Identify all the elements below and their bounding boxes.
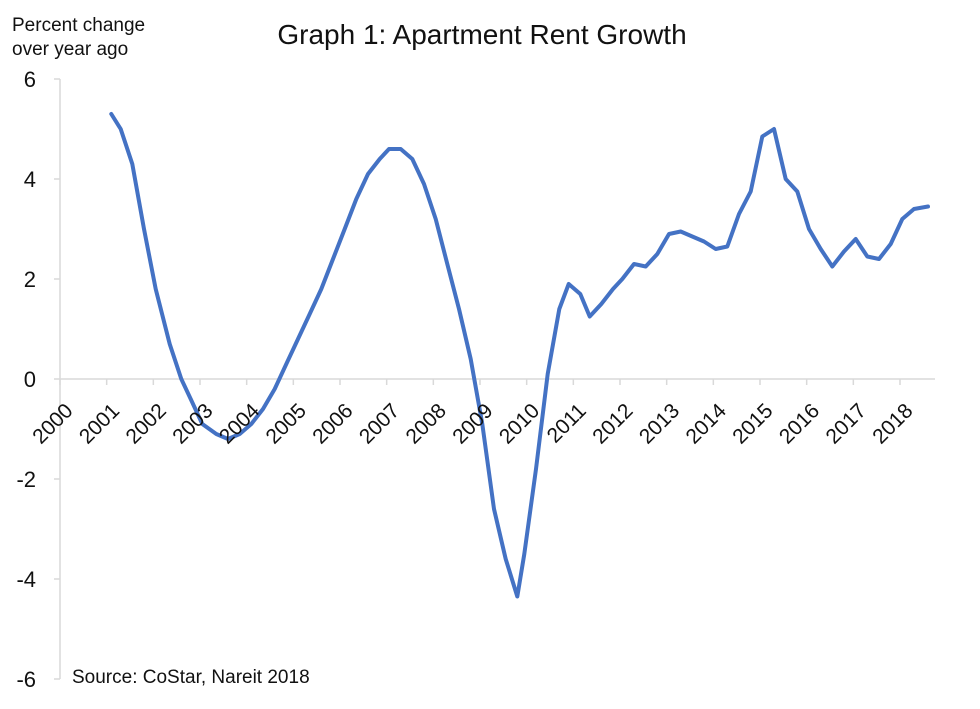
chart-title: Graph 1: Apartment Rent Growth <box>277 19 686 50</box>
x-tick-label: 2006 <box>308 399 357 448</box>
x-tick-label: 2005 <box>262 399 311 448</box>
x-tick-label: 2008 <box>402 399 451 448</box>
x-tick-label: 2012 <box>588 399 637 448</box>
x-axis <box>59 378 935 385</box>
y-tick-label: 0 <box>24 367 36 392</box>
x-tick-label: 2016 <box>775 399 824 448</box>
y-tick-label: 6 <box>24 67 36 92</box>
source-note: Source: CoStar, Nareit 2018 <box>72 667 310 688</box>
x-tick-label: 2009 <box>448 399 497 448</box>
x-tick-label: 2018 <box>868 399 917 448</box>
x-tick-label: 2002 <box>122 399 171 448</box>
y-axis-label-line-2: over year ago <box>12 39 128 60</box>
x-tick-label: 2000 <box>28 399 77 448</box>
y-tick-label: -6 <box>16 667 36 692</box>
series-group <box>109 112 930 599</box>
x-tick-label: 2011 <box>543 399 591 447</box>
x-tick-label: 2003 <box>168 399 217 448</box>
series-line <box>109 112 930 599</box>
y-axis: 6 4 2 0 -2 -4 -6 <box>16 67 61 692</box>
x-tick-label: 2010 <box>495 399 544 448</box>
x-tick-label: 2017 <box>822 399 871 448</box>
x-tick-label: 2015 <box>728 399 777 448</box>
x-tick-label: 2001 <box>75 399 124 448</box>
y-tick-label: 4 <box>24 167 36 192</box>
y-axis-label-line-1: Percent change <box>12 15 145 36</box>
y-tick-label: -2 <box>16 467 36 492</box>
x-tick-label: 2004 <box>215 399 265 449</box>
x-tick-label: 2007 <box>355 399 404 448</box>
x-tick-labels: 2000200120022003200420052006200720082009… <box>28 399 917 449</box>
y-tick-label: 2 <box>24 267 36 292</box>
y-tick-label: -4 <box>16 567 36 592</box>
x-tick-label: 2013 <box>635 399 684 448</box>
x-tick-label: 2014 <box>682 399 732 449</box>
